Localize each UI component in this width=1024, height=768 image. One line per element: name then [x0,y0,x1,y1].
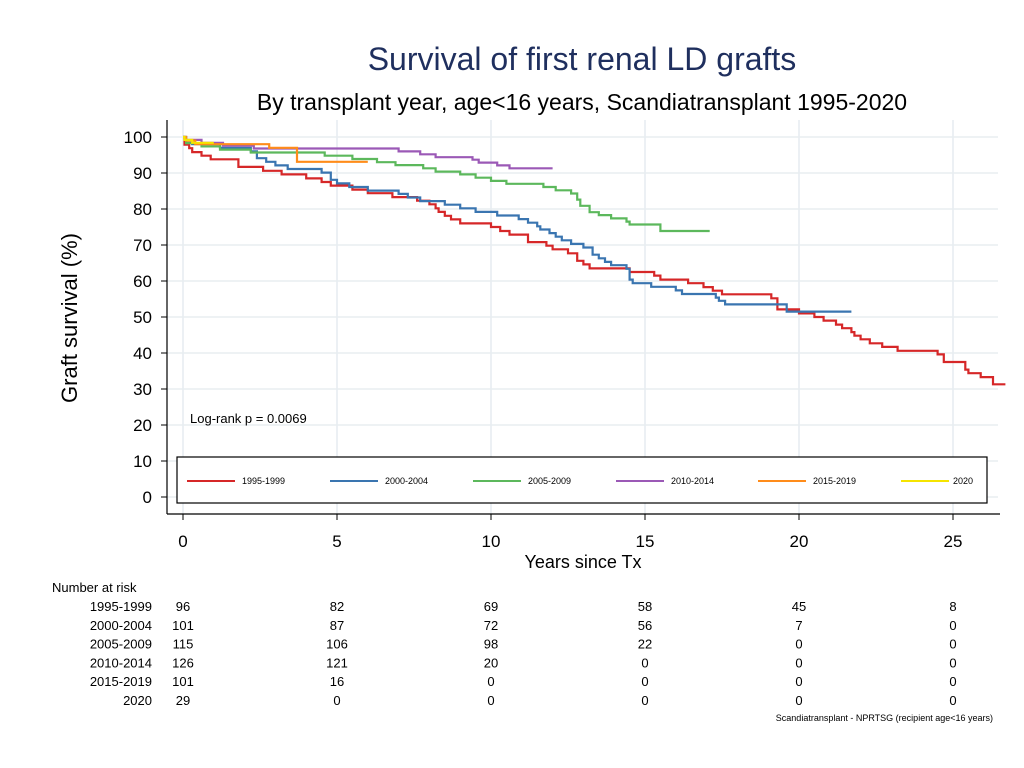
risk-cell: 0 [795,674,802,689]
legend-label-2010-2014: 2010-2014 [671,476,714,486]
y-tick-label: 0 [143,488,152,507]
risk-cell: 0 [795,693,802,708]
risk-row-label: 2000-2004 [90,618,152,633]
risk-cell: 69 [484,599,498,614]
risk-cell: 82 [330,599,344,614]
x-tick-label: 5 [332,532,341,551]
risk-cell: 121 [326,655,348,670]
risk-cell: 20 [484,655,498,670]
logrank-annotation: Log-rank p = 0.0069 [190,411,307,426]
legend-box [176,456,988,504]
risk-cell: 8 [949,599,956,614]
risk-cell: 29 [176,693,190,708]
risk-cell: 0 [949,618,956,633]
x-tick-label: 0 [178,532,187,551]
y-tick-label: 40 [133,344,152,363]
risk-cell: 106 [326,637,348,652]
gridlines [167,120,998,514]
x-tick-label: 15 [636,532,655,551]
y-tick-label: 70 [133,236,152,255]
y-tick-label: 60 [133,272,152,291]
x-ticks: 0 5 10 15 20 25 [178,514,962,551]
risk-cell: 0 [487,674,494,689]
legend: 1995-1999 2000-2004 2005-2009 2010-2014 2015… [176,456,988,504]
risk-cell: 115 [173,637,194,652]
risk-cell: 0 [949,674,956,689]
source-note: Scandiatransplant - NPRTSG (recipient ag… [776,713,993,723]
risk-cell: 72 [484,618,498,633]
risk-row-label: 2005-2009 [90,637,152,652]
survival-curves [183,135,1006,386]
legend-label-2015-2019: 2015-2019 [813,476,856,486]
risk-cell: 101 [172,618,194,633]
y-tick-label: 50 [133,308,152,327]
chart-subtitle: By transplant year, age<16 years, Scandi… [257,89,907,115]
risk-table-header: Number at risk [52,580,137,595]
y-axis-title: Graft survival (%) [57,233,82,403]
risk-cell: 98 [484,637,498,652]
risk-cell: 0 [795,655,802,670]
x-axis-title: Years since Tx [524,552,641,572]
risk-row-label: 1995-1999 [90,599,152,614]
risk-cell: 56 [638,618,652,633]
risk-row-label: 2010-2014 [90,655,152,670]
legend-label-2020: 2020 [953,476,973,486]
risk-cell: 45 [792,599,806,614]
risk-cell: 0 [949,655,956,670]
risk-cell: 16 [330,674,344,689]
risk-cell: 0 [333,693,340,708]
y-ticks: 0 10 20 30 40 50 60 70 80 90 100 [124,128,167,507]
y-tick-label: 20 [133,416,152,435]
x-tick-label: 10 [482,532,501,551]
risk-cell: 0 [487,693,494,708]
risk-cell: 7 [795,618,802,633]
risk-cell: 0 [641,674,648,689]
risk-cell: 0 [949,637,956,652]
x-tick-label: 25 [944,532,963,551]
risk-row-label: 2015-2019 [90,674,152,689]
risk-cell: 22 [638,637,652,652]
risk-cell: 0 [795,637,802,652]
legend-label-2000-2004: 2000-2004 [385,476,428,486]
risk-cell: 0 [949,693,956,708]
legend-label-1995-1999: 1995-1999 [242,476,285,486]
y-tick-label: 10 [133,452,152,471]
risk-cell: 0 [641,693,648,708]
x-tick-label: 20 [790,532,809,551]
series-line-2020 [183,135,214,144]
y-tick-label: 90 [133,164,152,183]
series-line-2000-2004 [183,135,852,313]
risk-cell: 58 [638,599,652,614]
y-tick-label: 100 [124,128,152,147]
risk-row-label: 2020 [123,693,152,708]
y-tick-label: 80 [133,200,152,219]
legend-label-2005-2009: 2005-2009 [528,476,571,486]
risk-cell: 101 [172,674,194,689]
risk-cell: 96 [176,599,190,614]
risk-cell: 0 [641,655,648,670]
series-line-2005-2009 [183,135,710,233]
risk-table: Number at risk 1995-1999 96 82 69 58 45 8 2000-… [52,580,957,708]
risk-cell: 87 [330,618,344,633]
series-line-1995-1999 [183,135,1006,386]
risk-cell: 126 [172,655,194,670]
y-tick-label: 30 [133,380,152,399]
chart-title: Survival of first renal LD grafts [368,41,797,77]
